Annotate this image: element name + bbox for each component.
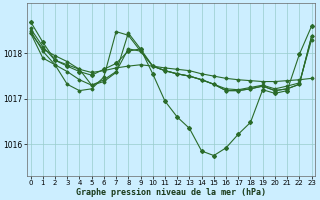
X-axis label: Graphe pression niveau de la mer (hPa): Graphe pression niveau de la mer (hPa) (76, 188, 266, 197)
